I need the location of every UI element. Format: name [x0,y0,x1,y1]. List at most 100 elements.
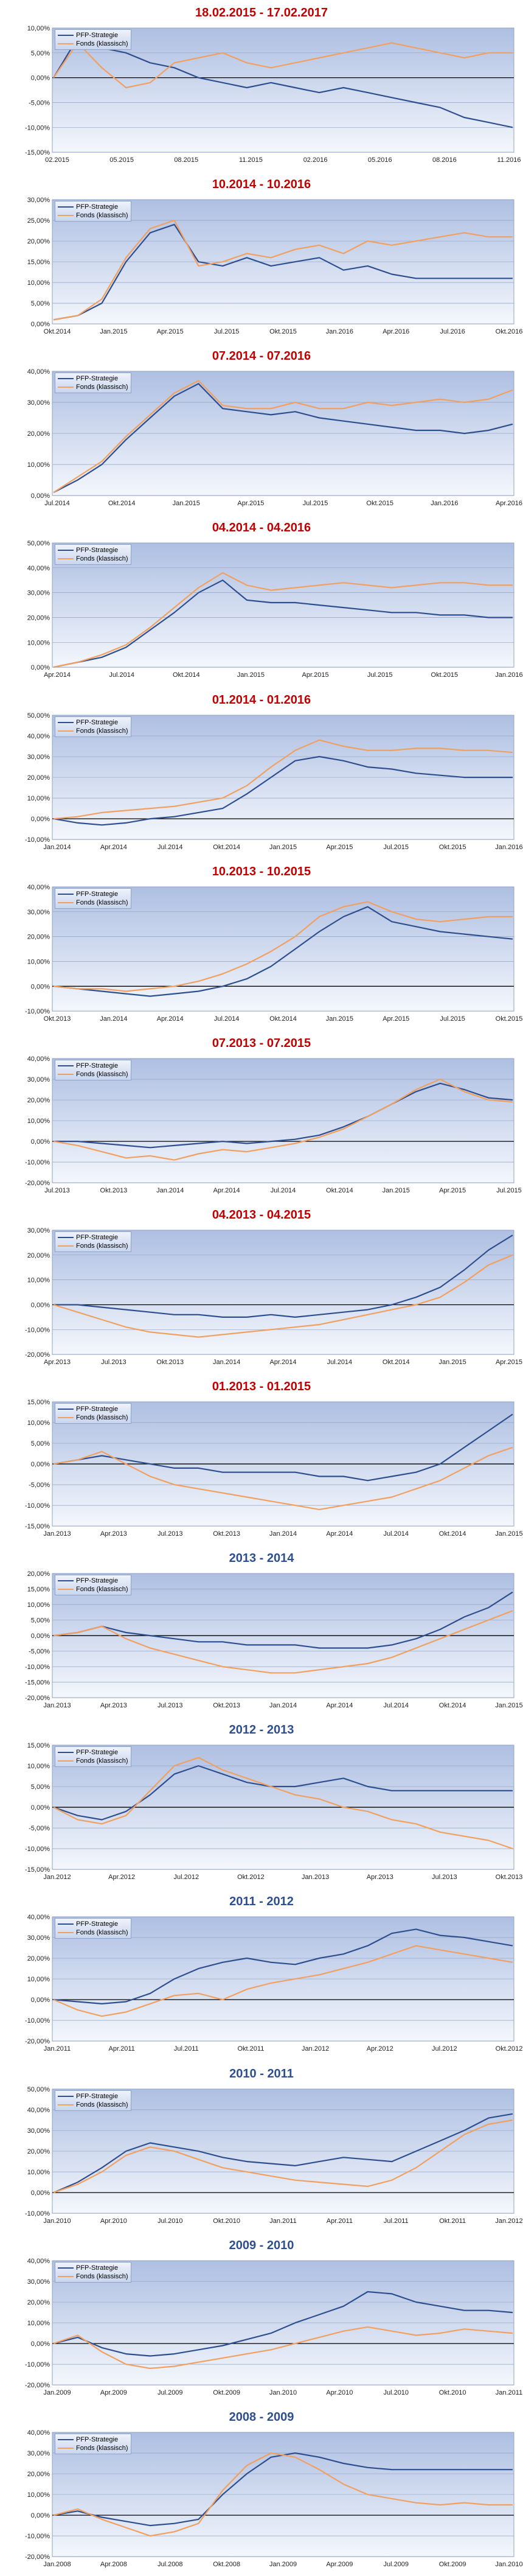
x-tick-label: Apr.2009 [100,2389,127,2396]
legend-label: PFP-Strategie [76,1405,119,1413]
x-tick-label: Okt.2013 [100,1187,128,1194]
chart-panel: 2010 - 2011 50,00% 40,00% 30,00% 20,00% 10,00… [0,2061,523,2233]
chart-panel: 2013 - 2014 20,00% 15,00% 10,00% 5,00% 0,00% -… [0,1545,523,1717]
legend-swatch [58,558,74,560]
y-tick-label: 30,00% [27,1076,50,1083]
y-tick-label: 20,00% [27,2148,50,2155]
y-tick-label: 0,00% [31,1804,50,1811]
legend-label: Fonds (klassisch) [76,1242,128,1250]
legend-entry: PFP-Strategie [58,1062,128,1070]
series-line-fonds [53,220,513,321]
x-tick-label: Jul.2014 [158,844,183,851]
legend-entry: PFP-Strategie [58,2092,128,2101]
x-tick-label: Jan.2014 [43,844,71,851]
chart-title: 07.2014 - 07.2016 [212,349,311,363]
x-tick-label: Jan.2011 [44,2046,71,2053]
x-tick-label: 11.2015 [239,156,263,164]
x-tick-label: Jan.2014 [100,1015,127,1023]
y-tick-label: 50,00% [27,540,50,547]
series-line-fonds [53,380,513,494]
y-tick-label: 50,00% [27,712,50,719]
x-tick-label: Okt.2012 [496,2046,523,2053]
legend-entry: PFP-Strategie [58,203,128,211]
y-tick-label: -10,00% [25,1846,50,1853]
y-tick-label: 20,00% [27,2299,50,2306]
chart-title: 07.2013 - 07.2015 [212,1036,311,1050]
y-tick-label: -15,00% [25,1679,50,1687]
legend-label: Fonds (klassisch) [76,2272,128,2280]
x-tick-label: Jan.2014 [269,1702,297,1709]
y-tick-label: 30,00% [27,2278,50,2286]
legend-swatch [58,2275,74,2277]
legend-swatch [58,730,74,732]
x-tick-label: Jul.2013 [158,1530,183,1538]
x-tick-label: Jan.2009 [269,2561,297,2568]
legend: PFP-Strategie Fonds (klassisch) [55,2090,131,2111]
legend-label: Fonds (klassisch) [76,40,128,47]
legend-entry: PFP-Strategie [58,374,128,383]
chart-title: 01.2014 - 01.2016 [212,693,311,707]
y-tick-label: 10,00% [27,958,50,965]
y-tick-label: 0,00% [31,75,50,82]
y-tick-label: 30,00% [27,1934,50,1942]
y-tick-label: -20,00% [25,2382,50,2389]
legend-label: PFP-Strategie [76,32,119,39]
x-tick-label: Jul.2008 [158,2561,183,2568]
legend-swatch [58,1752,74,1754]
x-tick-label: Jul.2011 [384,2217,409,2225]
x-tick-label: Apr.2008 [100,2561,127,2568]
x-tick-label: Apr.2014 [100,844,127,851]
legend-label: PFP-Strategie [76,2264,119,2272]
x-tick-label: Jan.2014 [156,1187,184,1194]
x-tick-label: Apr.2015 [439,1187,466,1194]
x-tick-label: Apr.2013 [100,1702,127,1709]
legend-label: PFP-Strategie [76,2092,119,2100]
y-tick-label: -20,00% [25,1695,50,1702]
x-tick-label: Apr.2016 [496,500,522,507]
chart-panel: 2009 - 2010 40,00% 30,00% 20,00% 10,00% 0,00%… [0,2233,523,2404]
legend: PFP-Strategie Fonds (klassisch) [55,1575,131,1596]
legend-swatch [58,721,74,723]
legend-swatch [58,2267,74,2269]
legend: PFP-Strategie Fonds (klassisch) [55,1059,131,1080]
y-tick-label: 0,00% [31,1633,50,1640]
chart-title: 01.2013 - 01.2015 [212,1380,311,1394]
series-line-pfp [53,383,513,494]
legend-entry: Fonds (klassisch) [58,1242,128,1250]
series-line-fonds [53,739,513,819]
y-tick-label: 10,00% [27,25,50,32]
series-line-pfp [53,223,513,321]
y-tick-label: 0,00% [31,2512,50,2519]
legend-entry: PFP-Strategie [58,1920,128,1928]
chart-plot: 50,00% 40,00% 30,00% 20,00% 10,00% 0,00% -10,0… [25,2086,523,2225]
legend: PFP-Strategie Fonds (klassisch) [55,29,131,50]
x-tick-label: Apr.2014 [326,1702,353,1709]
legend-swatch [58,1409,74,1410]
chart-title: 2010 - 2011 [229,2067,294,2081]
x-tick-label: Jul.2015 [367,672,393,679]
legend-label: PFP-Strategie [76,375,119,383]
legend: PFP-Strategie Fonds (klassisch) [55,1403,131,1424]
chart-panel: 04.2013 - 04.2015 30,00% 20,00% 10,00% 0,00%… [0,1202,523,1374]
x-tick-label: Jul.2014 [44,500,70,507]
x-tick-label: Jul.2013 [158,1702,183,1709]
legend-entry: Fonds (klassisch) [58,1757,128,1765]
x-tick-label: Okt.2013 [213,1702,240,1709]
x-tick-label: Apr.2011 [327,2217,353,2225]
x-tick-label: Apr.2014 [157,1015,184,1023]
y-tick-label: 40,00% [27,2429,50,2437]
legend-swatch [58,893,74,895]
x-tick-label: Jan.2016 [495,844,522,851]
legend-entry: Fonds (klassisch) [58,1585,128,1594]
x-tick-label: Apr.2014 [326,1530,353,1538]
legend-entry: PFP-Strategie [58,890,128,898]
legend-swatch [58,1932,74,1934]
x-tick-label: 02.2016 [303,156,328,164]
y-tick-label: 20,00% [27,238,50,245]
chart-panel: 2008 - 2009 40,00% 30,00% 20,00% 10,00% 0,00%… [0,2404,523,2576]
legend: PFP-Strategie Fonds (klassisch) [55,1746,131,1768]
x-tick-label: Jan.2015 [495,1702,522,1709]
legend-entry: Fonds (klassisch) [58,1413,128,1422]
legend-label: PFP-Strategie [76,1577,119,1585]
y-tick-label: 30,00% [27,2127,50,2135]
